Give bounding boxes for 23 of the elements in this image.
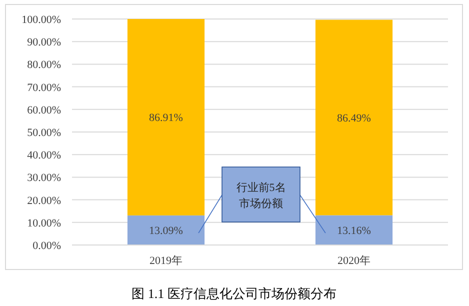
data-label: 13.09% — [149, 225, 183, 238]
y-tick-label: 90.00% — [27, 36, 61, 49]
y-tick-label: 40.00% — [27, 150, 61, 162]
text: 图 1.1 医疗信息化公司市场份额分布 — [132, 286, 336, 301]
bar — [315, 20, 393, 216]
y-tick-label: 10.00% — [27, 217, 61, 230]
y-tick-label: 30.00% — [27, 172, 61, 184]
y-tick-label: 80.00% — [27, 59, 61, 72]
bar — [127, 19, 205, 216]
x-tick-label: 2019年 — [150, 255, 182, 267]
y-tick-label: 70.00% — [27, 82, 61, 94]
data-label: 13.16% — [337, 225, 371, 238]
y-tick-label: 20.00% — [27, 194, 61, 207]
annotation: 行业前5名市场份额 — [236, 181, 286, 210]
bar — [127, 215, 205, 245]
data-label: 86.91% — [149, 112, 183, 124]
y-tick-label: 0.00% — [32, 240, 61, 252]
y-tick-label: 60.00% — [27, 104, 61, 116]
x-tick-label: 2020年 — [338, 255, 370, 267]
bar — [315, 215, 393, 245]
y-tick-label: 50.00% — [27, 127, 61, 139]
y-tick-label: 100.00% — [22, 14, 61, 26]
data-label: 86.49% — [337, 112, 371, 125]
